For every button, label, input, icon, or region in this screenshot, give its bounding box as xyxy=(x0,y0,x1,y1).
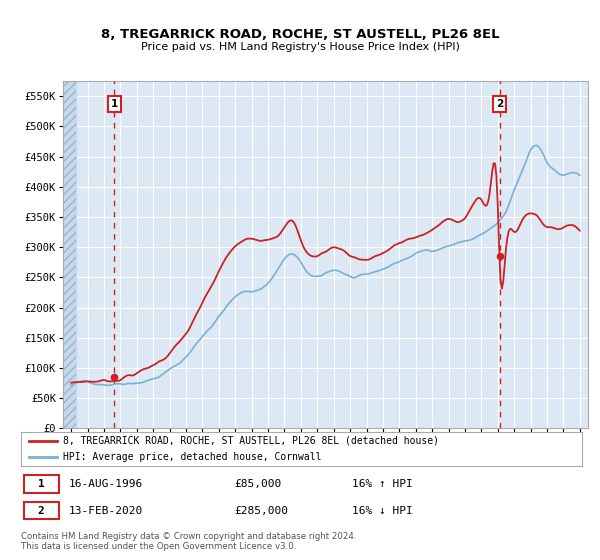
Text: £285,000: £285,000 xyxy=(234,506,288,516)
Text: HPI: Average price, detached house, Cornwall: HPI: Average price, detached house, Corn… xyxy=(63,451,322,461)
FancyBboxPatch shape xyxy=(24,502,59,520)
Bar xyxy=(63,81,76,428)
Text: 2: 2 xyxy=(496,99,503,109)
Text: 16% ↑ HPI: 16% ↑ HPI xyxy=(352,479,413,489)
Text: 16-AUG-1996: 16-AUG-1996 xyxy=(68,479,143,489)
Text: 13-FEB-2020: 13-FEB-2020 xyxy=(68,506,143,516)
Text: £85,000: £85,000 xyxy=(234,479,281,489)
Text: 8, TREGARRICK ROAD, ROCHE, ST AUSTELL, PL26 8EL (detached house): 8, TREGARRICK ROAD, ROCHE, ST AUSTELL, P… xyxy=(63,436,439,446)
Text: Contains HM Land Registry data © Crown copyright and database right 2024.
This d: Contains HM Land Registry data © Crown c… xyxy=(21,532,356,552)
Text: 1: 1 xyxy=(38,479,44,489)
Text: 8, TREGARRICK ROAD, ROCHE, ST AUSTELL, PL26 8EL: 8, TREGARRICK ROAD, ROCHE, ST AUSTELL, P… xyxy=(101,28,499,41)
FancyBboxPatch shape xyxy=(24,475,59,493)
Bar xyxy=(63,81,76,428)
Text: 1: 1 xyxy=(110,99,118,109)
Text: Price paid vs. HM Land Registry's House Price Index (HPI): Price paid vs. HM Land Registry's House … xyxy=(140,42,460,52)
Text: 16% ↓ HPI: 16% ↓ HPI xyxy=(352,506,413,516)
Text: 2: 2 xyxy=(38,506,44,516)
